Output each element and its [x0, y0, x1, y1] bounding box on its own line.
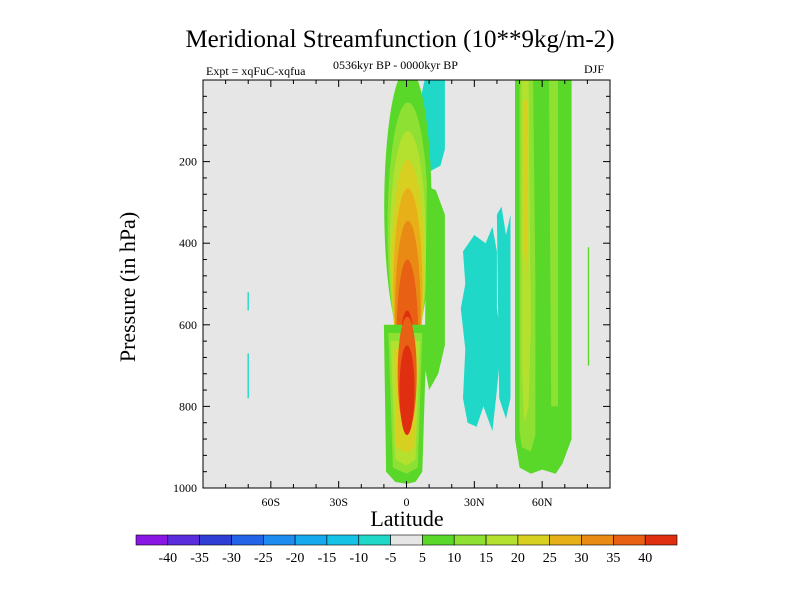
- contour-neg-subtropical: [460, 226, 502, 431]
- contour-pos-tropical-core-b: [399, 345, 415, 435]
- y-tick-label: 400: [179, 236, 197, 250]
- colorbar-box: [231, 534, 264, 546]
- colorbar-box: [453, 534, 487, 546]
- chart-title: Meridional Streamfunction (10**9kg/m-2): [185, 26, 615, 53]
- experiment-label: Expt = xqFuC-xqfua: [206, 64, 306, 78]
- colorbar-label: -10: [349, 551, 368, 566]
- colorbar-label: 30: [575, 551, 589, 566]
- contour-pos-spike-83n: [587, 247, 590, 366]
- y-axis-ticks: 200 400 600 800 1000: [173, 79, 610, 495]
- x-tick-label: 30S: [329, 495, 348, 509]
- colorbar-box: [613, 534, 646, 546]
- x-tick-label: 60S: [261, 495, 280, 509]
- colorbar-label: -30: [222, 551, 241, 566]
- season-label: DJF: [584, 62, 605, 76]
- y-tick-label: 800: [179, 399, 197, 413]
- contour-pos-band-l4: [522, 100, 528, 276]
- y-tick-label: 200: [179, 155, 197, 169]
- contour-pos-band-l2b: [549, 80, 558, 407]
- colorbar-box: [358, 534, 391, 546]
- x-tick-label: 0: [404, 495, 410, 509]
- colorbar-box: [199, 534, 232, 546]
- colorbar-boxes: [135, 534, 678, 546]
- colorbar-label: -5: [385, 551, 397, 566]
- colorbar-box: [262, 534, 296, 546]
- colorbar-label: 5: [419, 551, 426, 566]
- contour-neg-sliver-1: [247, 292, 249, 311]
- colorbar-box: [644, 534, 678, 546]
- colorbar-label: 20: [511, 551, 525, 566]
- colorbar-box: [581, 534, 614, 546]
- colorbar-box: [326, 534, 359, 546]
- contour-pos-tropical-flank: [424, 186, 445, 391]
- y-tick-label: 1000: [173, 481, 197, 495]
- colorbar-label: -35: [190, 551, 209, 566]
- colorbar-label: 10: [447, 551, 461, 566]
- colorbar-box: [517, 534, 551, 546]
- colorbar-label: -15: [318, 551, 337, 566]
- colorbar-label: 35: [606, 551, 620, 566]
- colorbar-label: -40: [158, 551, 177, 566]
- x-axis-title: Latitude: [370, 506, 443, 531]
- colorbar-box: [422, 534, 455, 546]
- x-tick-label: 60N: [532, 495, 553, 509]
- y-tick-label: 600: [179, 318, 197, 332]
- chart-subtitle: 0536kyr BP - 0000kyr BP: [333, 58, 458, 72]
- y-axis-title: Pressure (in hPa): [115, 212, 140, 362]
- colorbar-box: [135, 534, 169, 546]
- colorbar-box: [485, 534, 519, 546]
- colorbar-box: [167, 534, 200, 546]
- contour-fields: [247, 80, 590, 484]
- colorbar-box: [294, 534, 328, 546]
- colorbar-box: [549, 534, 582, 546]
- colorbar-label: -25: [254, 551, 273, 566]
- colorbar-label: 15: [479, 551, 493, 566]
- contour-neg-sliver-2: [247, 353, 249, 399]
- colorbar-label: -20: [286, 551, 305, 566]
- colorbar-box: [390, 534, 423, 546]
- x-axis-ticks: 60S 30S 0 30N 60N: [202, 80, 611, 509]
- colorbar-label: 25: [543, 551, 557, 566]
- contour-neg-sub-right: [496, 206, 511, 419]
- x-tick-label: 30N: [464, 495, 485, 509]
- colorbar-label: 40: [638, 551, 652, 566]
- colorbar-labels: -40 -35 -30 -25 -20 -15 -10 -5 5 10 15 20 25 30 35 40: [158, 551, 652, 566]
